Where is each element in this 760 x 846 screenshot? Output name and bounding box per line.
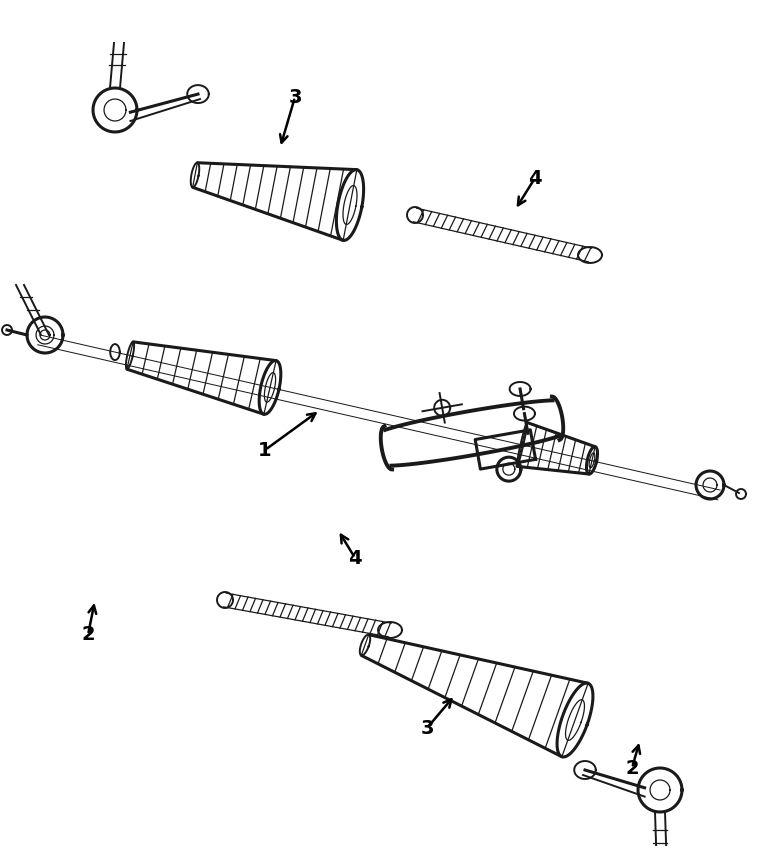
Text: 2: 2 bbox=[81, 625, 95, 645]
Text: 4: 4 bbox=[348, 548, 362, 568]
Text: 3: 3 bbox=[420, 718, 434, 738]
Text: 2: 2 bbox=[625, 759, 639, 777]
Text: 3: 3 bbox=[288, 87, 302, 107]
Text: 1: 1 bbox=[258, 441, 272, 459]
Text: 4: 4 bbox=[528, 168, 542, 188]
